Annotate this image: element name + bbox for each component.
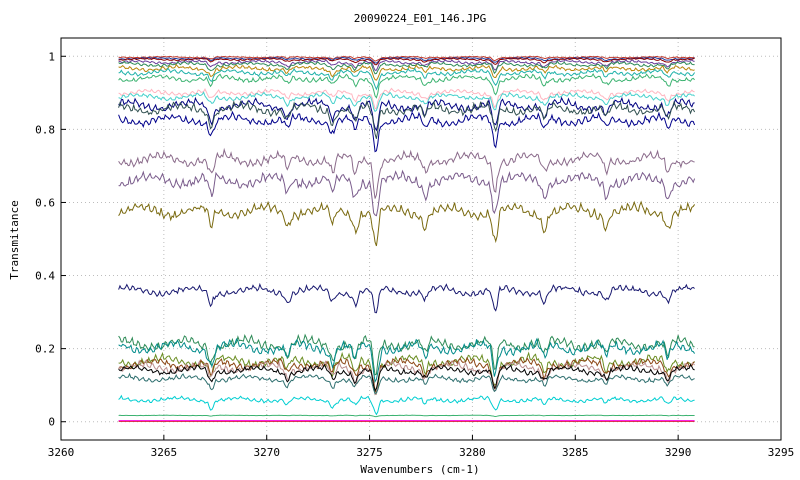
x-tick-label: 3275 [356, 446, 383, 459]
series-line [118, 147, 695, 199]
series-line [118, 56, 695, 64]
series-line [118, 55, 695, 62]
x-tick-label: 3280 [459, 446, 486, 459]
series-line [118, 60, 695, 75]
series-line [118, 356, 695, 393]
plot-frame [60, 37, 782, 441]
x-tick-label: 3265 [151, 446, 178, 459]
series-line [118, 359, 695, 396]
y-tick-label: 0.6 [35, 196, 55, 209]
x-tick-label: 3290 [665, 446, 692, 459]
series-line [118, 169, 696, 217]
series-line [118, 394, 695, 416]
chart-title: 20090224_E01_146.JPG [354, 12, 486, 25]
series-line [118, 59, 695, 71]
y-tick-label: 0 [48, 416, 55, 429]
series-line [118, 96, 695, 132]
y-tick-label: 0.4 [35, 270, 55, 283]
series-line [118, 200, 696, 247]
series-line [118, 333, 695, 376]
series-line [118, 110, 696, 153]
x-tick-label: 3295 [768, 446, 795, 459]
series-line [118, 87, 695, 110]
series-line [118, 57, 695, 66]
series-line [118, 67, 696, 91]
y-axis-label: Transmitance [8, 200, 21, 279]
series-line [118, 72, 695, 99]
series-line [118, 63, 695, 81]
series-line [118, 414, 695, 418]
series-line [118, 282, 695, 314]
series-line [118, 372, 695, 395]
x-tick-label: 3285 [562, 446, 589, 459]
series-line [118, 99, 696, 139]
y-tick-label: 0.2 [35, 343, 55, 356]
y-tick-label: 1 [48, 50, 55, 63]
series-line [118, 337, 696, 384]
x-axis-label: Wavenumbers (cm-1) [360, 463, 479, 476]
x-tick-label: 3260 [48, 446, 75, 459]
y-tick-label: 0.8 [35, 123, 55, 136]
series-line [118, 363, 695, 392]
series-line [118, 91, 695, 113]
series-layer [118, 55, 696, 422]
axis-layer: 3260 3265 3270 3275 3280 3285 3290 3295 0 0.2 0.4 0… [35, 50, 794, 459]
x-tick-label: 3270 [253, 446, 280, 459]
